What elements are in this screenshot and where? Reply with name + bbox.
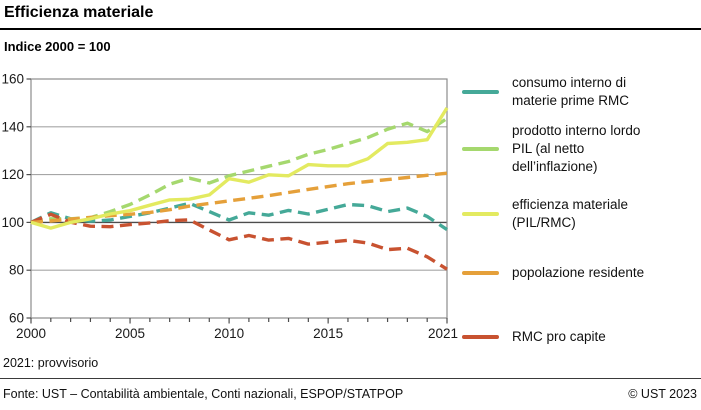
page-title: Efficienza materiale: [4, 4, 154, 21]
series-line-0: [30, 201, 448, 232]
legend-swatch-icon: [462, 211, 499, 217]
x-tick-label-2010: 2010: [214, 326, 244, 341]
y-tick-label-100: 100: [1, 215, 24, 230]
plot-border: [30, 78, 448, 319]
series-line-4: [30, 212, 448, 271]
legend-item-4: RMC pro capite: [462, 328, 606, 346]
y-tick-label-160: 160: [1, 72, 24, 87]
legend-item-0: consumo interno di materie prime RMC: [462, 74, 629, 110]
legend-item-2: efficienza materiale (PIL/RMC): [462, 196, 628, 232]
legend-item-3: popolazione residente: [462, 264, 644, 282]
y-tick-label-140: 140: [1, 119, 24, 134]
chart-legend: consumo interno di materie prime RMC prod…: [462, 0, 701, 360]
x-tick-label-2021: 2021: [428, 326, 458, 341]
source-note: Fonte: UST – Contabilità ambientale, Con…: [3, 387, 404, 401]
legend-label: popolazione residente: [512, 265, 645, 280]
title-divider: [0, 28, 701, 30]
series-line-2: [30, 107, 449, 230]
chart-subtitle-index-note: Indice 2000 = 100: [4, 39, 111, 54]
copyright-note: © UST 2023: [628, 387, 697, 401]
y-tick-label-120: 120: [1, 167, 24, 182]
series-line-3: [30, 171, 448, 225]
series-line-1: [30, 116, 448, 225]
legend-swatch-icon: [462, 146, 499, 152]
legend-label: efficienza materiale (PIL/RMC): [512, 197, 629, 230]
x-tick-label-2015: 2015: [313, 326, 343, 341]
legend-swatch-icon: [462, 89, 499, 95]
x-tick-label-2005: 2005: [115, 326, 145, 341]
legend-label: prodotto interno lordo PIL (al netto del…: [512, 123, 641, 174]
legend-item-1: prodotto interno lordo PIL (al netto del…: [462, 122, 640, 176]
y-tick-label-60: 60: [9, 311, 24, 326]
legend-swatch-icon: [462, 334, 499, 340]
footer-divider: [0, 378, 701, 379]
y-tick-label-80: 80: [9, 263, 24, 278]
legend-label: RMC pro capite: [512, 329, 606, 344]
chart-canvas: 60 80 100 120 140 160 2000 2005 2010 2015 2021: [1, 72, 458, 342]
provisional-footnote: 2021: provvisorio: [3, 356, 99, 370]
legend-label: consumo interno di materie prime RMC: [512, 75, 630, 108]
legend-swatch-icon: [462, 270, 499, 276]
x-tick-label-2000: 2000: [16, 326, 46, 341]
chart-area: 60 80 100 120 140 160 2000 2005 2010 2015 2021: [0, 58, 460, 350]
